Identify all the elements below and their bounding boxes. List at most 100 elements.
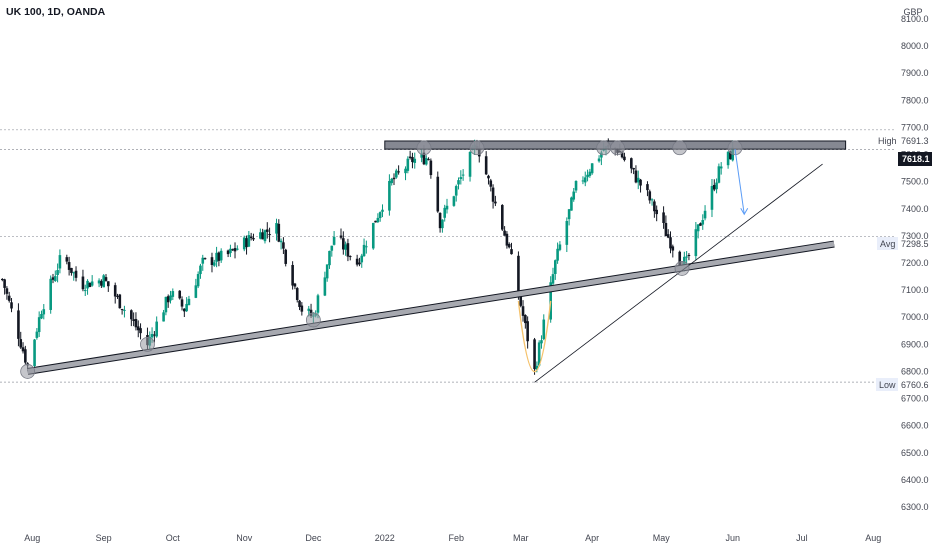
candle-body (171, 291, 175, 297)
candle-body (282, 242, 285, 249)
candle-body (671, 246, 675, 251)
candle-body (155, 321, 158, 337)
candle-body (300, 305, 304, 312)
high-value: 7691.3 (901, 136, 929, 146)
candle-body (489, 180, 493, 187)
candle-body (1, 279, 4, 281)
candle-body (461, 174, 465, 176)
candle-body (298, 300, 301, 307)
price-tick-label: 7400.0 (901, 204, 929, 214)
candle-body (358, 262, 361, 265)
candle-body (468, 151, 472, 177)
candle-body (395, 170, 398, 178)
candle-body (120, 309, 124, 311)
candle-body (374, 220, 377, 223)
candle-body (710, 185, 714, 210)
candle-body (74, 270, 78, 278)
touch-point (674, 261, 690, 276)
candle-body (406, 158, 410, 171)
candle-body (275, 223, 278, 234)
candle-body (438, 212, 442, 229)
candle-body (134, 318, 138, 328)
candle-body (678, 251, 682, 267)
projection-arrow-line (734, 149, 745, 215)
candle-body (503, 230, 506, 236)
price-tick-label: 6800.0 (901, 366, 929, 376)
candle-body (572, 191, 576, 200)
candle-body (567, 209, 571, 220)
price-tick-label: 7800.0 (901, 95, 929, 105)
price-tick-label: 7200.0 (901, 258, 929, 268)
candle-body (376, 217, 380, 223)
price-tick-label: 7100.0 (901, 285, 929, 295)
candle-body (445, 205, 449, 210)
price-tick-label: 6700.0 (901, 394, 929, 404)
candle-body (623, 156, 626, 161)
candle-body (90, 281, 94, 286)
candle-body (346, 243, 350, 257)
candle-body (634, 170, 638, 183)
candle-body (436, 176, 440, 212)
candle-body (249, 236, 253, 239)
candle-body (648, 191, 652, 201)
candle-body (199, 265, 202, 275)
last-price-badge (898, 152, 932, 166)
candle-body (136, 326, 140, 331)
time-tick-label: Apr (585, 533, 599, 543)
currency-label: GBP (903, 7, 922, 17)
candle-body (49, 278, 52, 310)
candle-body (7, 295, 11, 301)
candle-body (408, 156, 412, 158)
candle-body (719, 166, 723, 169)
candle-body (703, 210, 707, 219)
candle-body (524, 315, 527, 324)
touch-point (20, 364, 36, 379)
candle-body (88, 282, 92, 288)
candle-body (323, 277, 327, 296)
candle-body (132, 319, 135, 321)
time-tick-label: Mar (513, 533, 529, 543)
low-value: 6760.6 (901, 380, 929, 390)
candle-body (484, 156, 488, 175)
candle-body (427, 159, 430, 161)
candle-body (540, 340, 543, 344)
candle-body (542, 319, 546, 340)
candle-body (712, 184, 716, 190)
candle-body (443, 207, 446, 218)
price-tick-label: 6300.0 (901, 502, 929, 512)
avg-label-box (877, 237, 898, 250)
price-tick-label: 6500.0 (901, 448, 929, 458)
touch-point (416, 140, 432, 156)
time-tick-label: Aug (865, 533, 881, 543)
candle-body (102, 275, 105, 288)
candle-body (37, 317, 41, 333)
candle-body (116, 295, 119, 297)
candle-body (252, 238, 255, 240)
candle-body (21, 347, 25, 352)
candle-body (630, 158, 633, 169)
candle-body (424, 158, 428, 165)
candle-body (556, 248, 559, 261)
candle-body (397, 171, 400, 173)
price-tick-label: 7900.0 (901, 68, 929, 78)
time-tick-label: Dec (305, 533, 322, 543)
price-tick-label: 7500.0 (901, 177, 929, 187)
candle-body (150, 334, 154, 338)
candle-body (277, 223, 281, 242)
candle-body (295, 288, 299, 300)
candle-body (153, 334, 156, 336)
candle-body (162, 312, 165, 322)
candle-body (404, 168, 407, 174)
candle-body (360, 255, 364, 263)
low-label-box (876, 378, 898, 391)
candle-body (330, 245, 334, 251)
candle-body (185, 303, 188, 312)
candle-body (636, 177, 640, 183)
candle-body (701, 220, 705, 225)
avg-label: Avg (880, 239, 895, 249)
candle-body (491, 187, 495, 202)
candle-body (194, 285, 198, 298)
candle-body (565, 220, 569, 245)
candle-body (558, 244, 562, 250)
